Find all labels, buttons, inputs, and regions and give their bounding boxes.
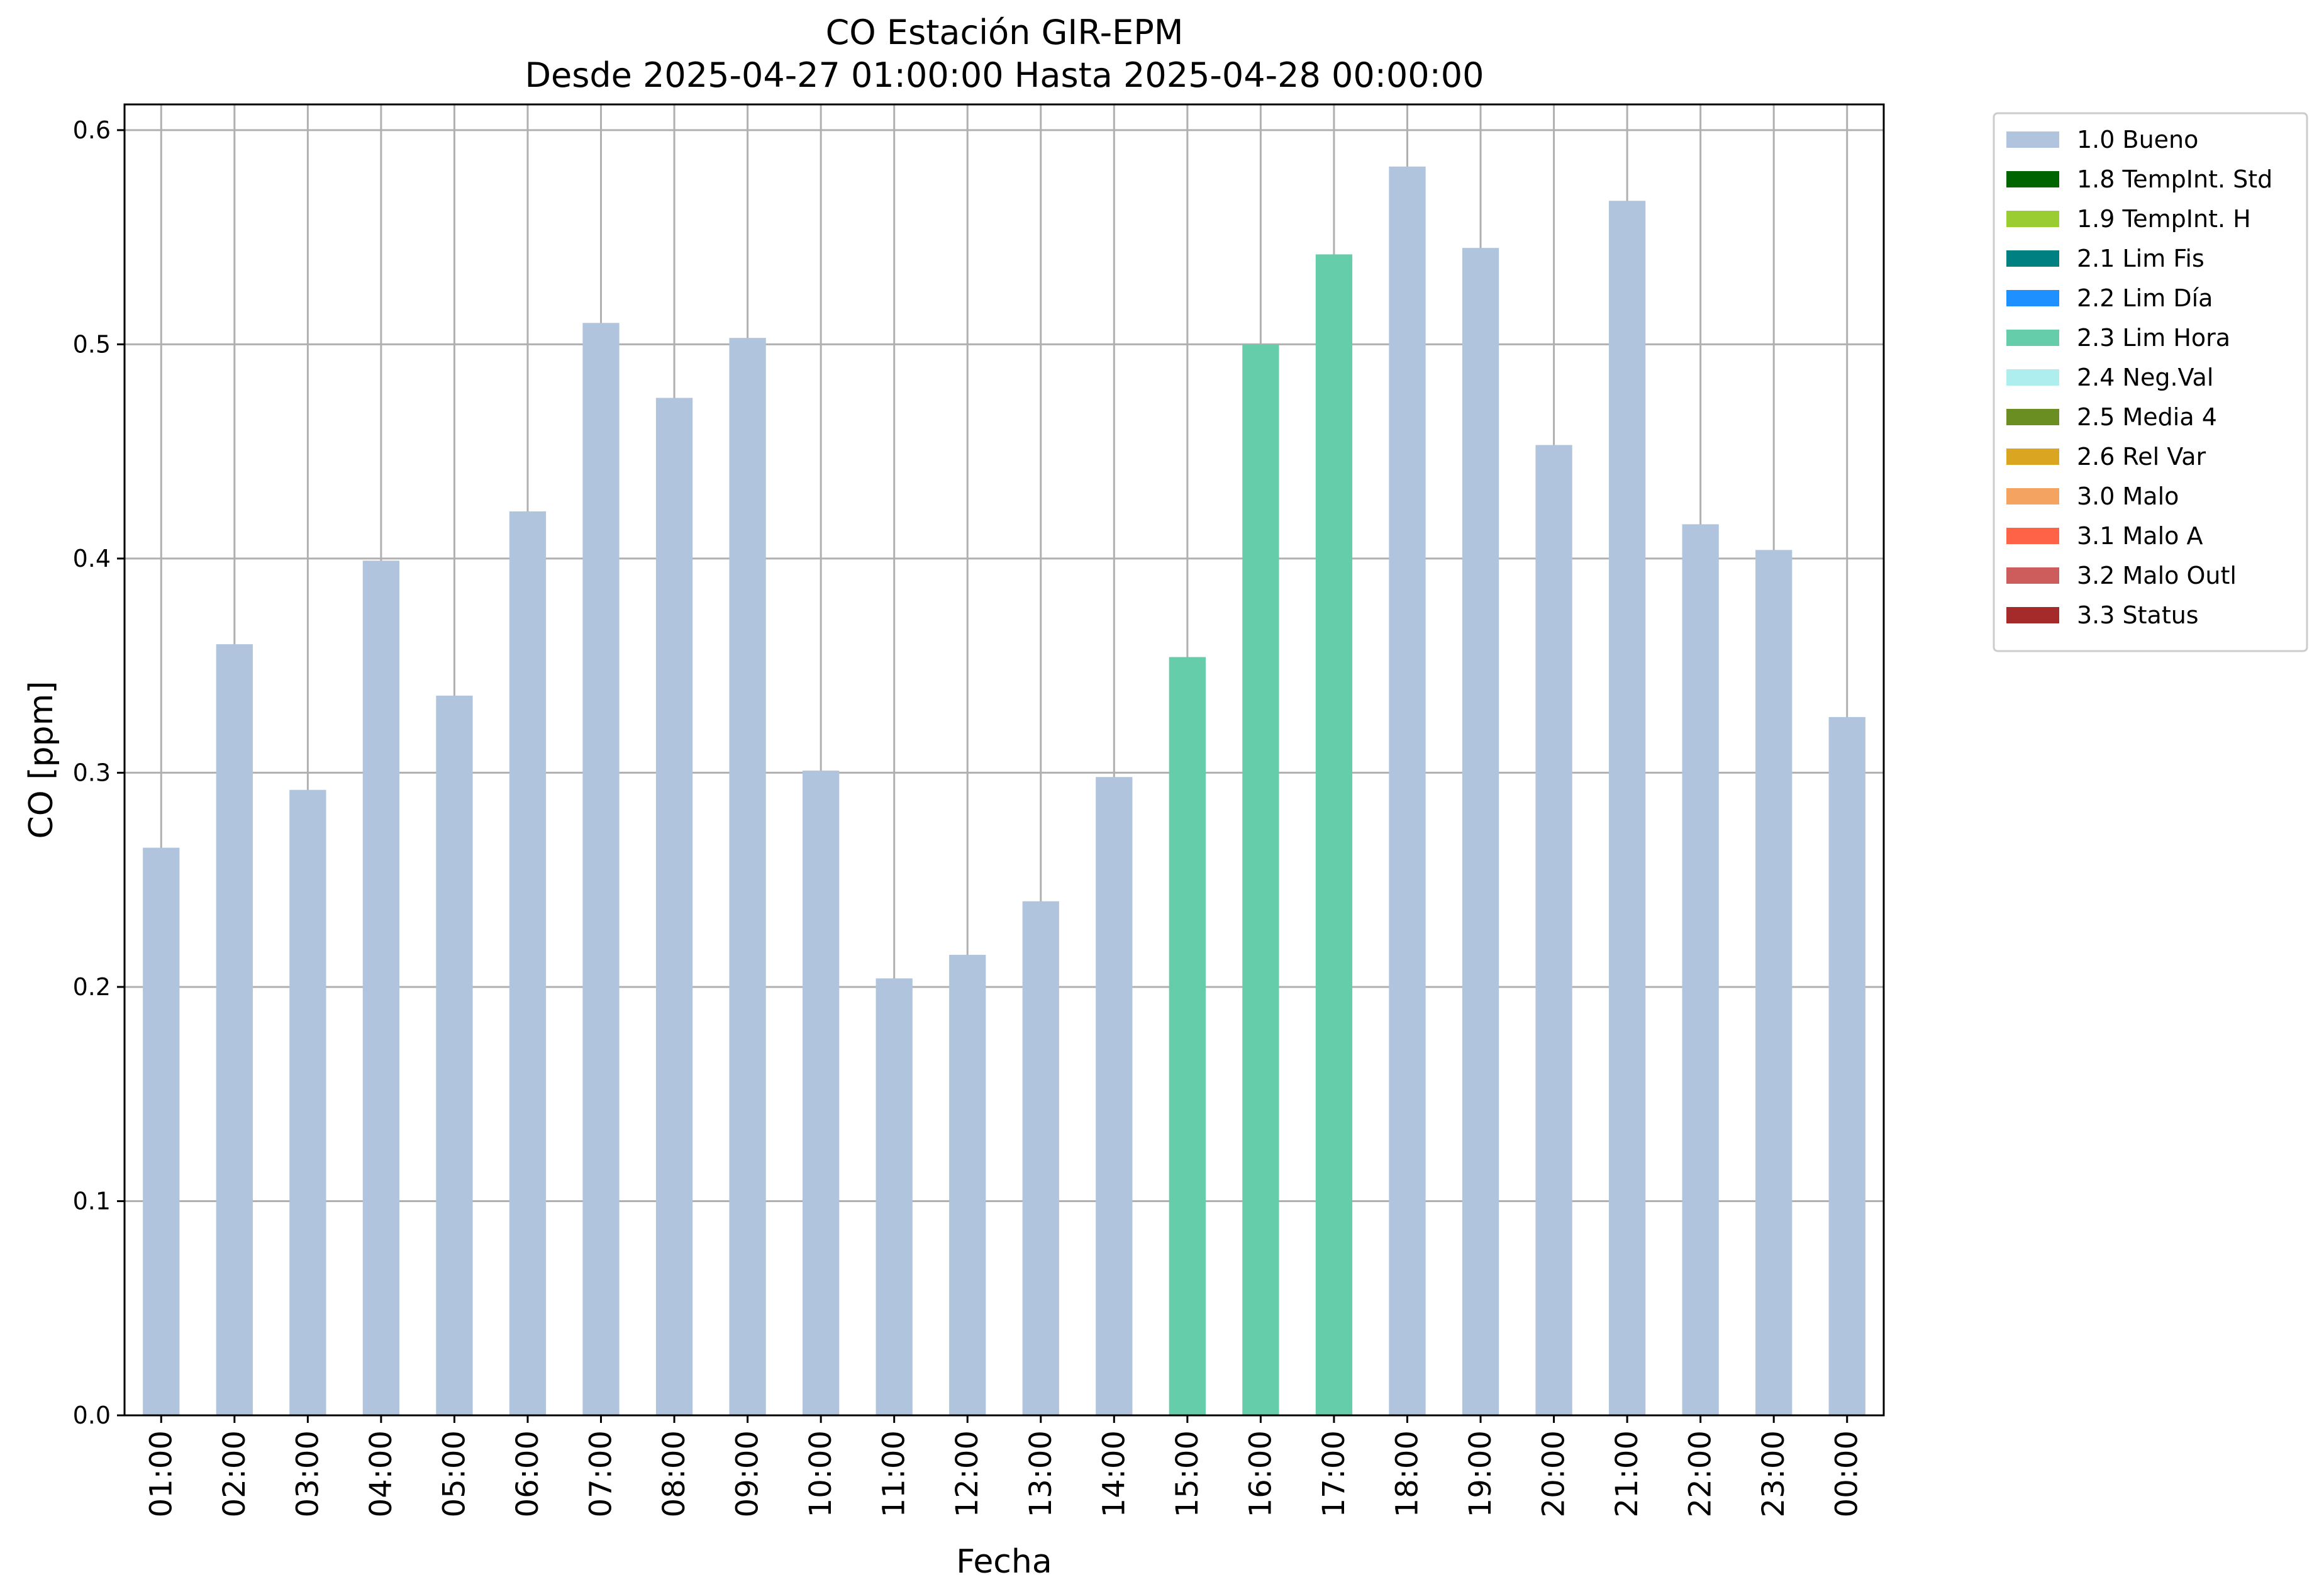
bar-1300 [1022, 901, 1059, 1415]
legend-swatch [2006, 211, 2059, 227]
legend-label: 2.1 Lim Fis [2077, 245, 2204, 272]
bar-1000 [803, 771, 840, 1415]
legend-label: 1.0 Bueno [2077, 126, 2198, 153]
x-tick-label: 08:00 [657, 1430, 692, 1517]
y-tick-label: 0.4 [73, 545, 111, 572]
legend-swatch [2006, 409, 2059, 425]
bar-0100 [143, 847, 180, 1415]
bar-1700 [1315, 254, 1353, 1416]
x-axis-label: Fecha [956, 1543, 1052, 1581]
legend-swatch [2006, 250, 2059, 267]
bar-1800 [1389, 166, 1426, 1415]
bar-2300 [1755, 550, 1793, 1415]
x-tick-label: 23:00 [1756, 1430, 1791, 1517]
bar-1600 [1242, 344, 1279, 1415]
x-tick-label: 09:00 [730, 1430, 765, 1517]
y-axis-label: CO [ppm] [23, 681, 60, 839]
legend-label: 3.0 Malo [2077, 482, 2179, 510]
bar-2100 [1608, 201, 1646, 1415]
bar-0900 [729, 338, 766, 1415]
bar-2200 [1682, 524, 1719, 1416]
bar-0600 [509, 511, 547, 1416]
legend-swatch [2006, 449, 2059, 465]
legend: 1.0 Bueno 1.8 TempInt. Std 1.9 TempInt. H 2… [1993, 112, 2308, 652]
legend-label: 2.4 Neg.Val [2077, 364, 2213, 391]
y-tick-label: 0.2 [73, 973, 111, 1001]
legend-swatch [2006, 330, 2059, 346]
legend-label: 1.9 TempInt. H [2077, 205, 2251, 233]
x-tick-label: 03:00 [290, 1430, 325, 1517]
legend-label: 3.3 Status [2077, 601, 2199, 629]
x-tick-label: 04:00 [364, 1430, 399, 1517]
bar-1500 [1169, 657, 1206, 1415]
legend-label: 1.8 TempInt. Std [2077, 165, 2272, 193]
x-tick-label: 02:00 [217, 1430, 252, 1517]
y-tick-label: 0.0 [73, 1402, 111, 1429]
legend-swatch [2006, 567, 2059, 584]
x-tick-label: 18:00 [1389, 1430, 1425, 1517]
legend-swatch [2006, 369, 2059, 386]
x-tick-label: 13:00 [1023, 1430, 1059, 1517]
x-tick-label: 15:00 [1170, 1430, 1205, 1517]
legend-swatch [2006, 290, 2059, 306]
y-axis: 0.0 0.1 0.2 0.3 0.4 0.5 0.6 [73, 116, 125, 1429]
x-tick-label: 07:00 [584, 1430, 619, 1517]
legend-label: 3.2 Malo Outl [2077, 562, 2237, 589]
x-tick-label: 12:00 [950, 1430, 985, 1517]
legend-label: 3.1 Malo A [2077, 522, 2203, 550]
x-tick-label: 06:00 [510, 1430, 545, 1517]
bars [143, 166, 1865, 1416]
legend-label: 2.5 Media 4 [2077, 403, 2217, 431]
bar-1100 [876, 978, 913, 1415]
bar-2000 [1535, 445, 1572, 1415]
bar-0000 [1828, 716, 1865, 1415]
bar-0500 [436, 695, 473, 1415]
x-tick-label: 17:00 [1316, 1430, 1352, 1517]
legend-box [1993, 112, 2308, 652]
x-tick-label: 14:00 [1096, 1430, 1131, 1517]
legend-swatch [2006, 607, 2059, 623]
bar-1900 [1462, 248, 1499, 1415]
legend-label: 2.6 Rel Var [2077, 443, 2206, 471]
y-tick-label: 0.1 [73, 1187, 111, 1215]
legend-label: 2.2 Lim Día [2077, 284, 2213, 312]
x-tick-label: 11:00 [877, 1430, 912, 1517]
bar-1200 [949, 954, 986, 1415]
x-tick-label: 16:00 [1243, 1430, 1278, 1517]
x-tick-label: 19:00 [1463, 1430, 1498, 1517]
x-tick-label: 20:00 [1537, 1430, 1572, 1517]
x-tick-label: 00:00 [1830, 1430, 1865, 1517]
chart-title: CO Estación GIR-EPM [826, 13, 1184, 52]
chart-subtitle: Desde 2025-04-27 01:00:00 Hasta 2025-04-… [525, 55, 1484, 95]
legend-swatch [2006, 131, 2059, 148]
legend-swatch [2006, 528, 2059, 544]
x-tick-label: 01:00 [143, 1430, 179, 1517]
x-tick-label: 05:00 [436, 1430, 472, 1517]
y-tick-label: 0.3 [73, 759, 111, 786]
plot-frame [123, 103, 1885, 1417]
bar-0800 [655, 398, 693, 1415]
bar-1400 [1096, 777, 1133, 1415]
x-tick-label: 10:00 [803, 1430, 838, 1517]
x-tick-label: 22:00 [1683, 1430, 1718, 1517]
legend-swatch [2006, 171, 2059, 187]
y-tick-label: 0.5 [73, 330, 111, 358]
bar-0400 [362, 560, 400, 1415]
y-tick-label: 0.6 [73, 116, 111, 144]
x-axis: 01:00 02:00 03:00 04:00 05:00 06:00 07:00 08:00… [143, 1415, 1865, 1517]
legend-label: 2.3 Lim Hora [2077, 324, 2230, 352]
bar-0300 [289, 789, 326, 1415]
x-tick-label: 21:00 [1610, 1430, 1645, 1517]
bar-0700 [582, 323, 620, 1416]
legend-swatch [2006, 488, 2059, 504]
bar-0200 [216, 644, 253, 1415]
